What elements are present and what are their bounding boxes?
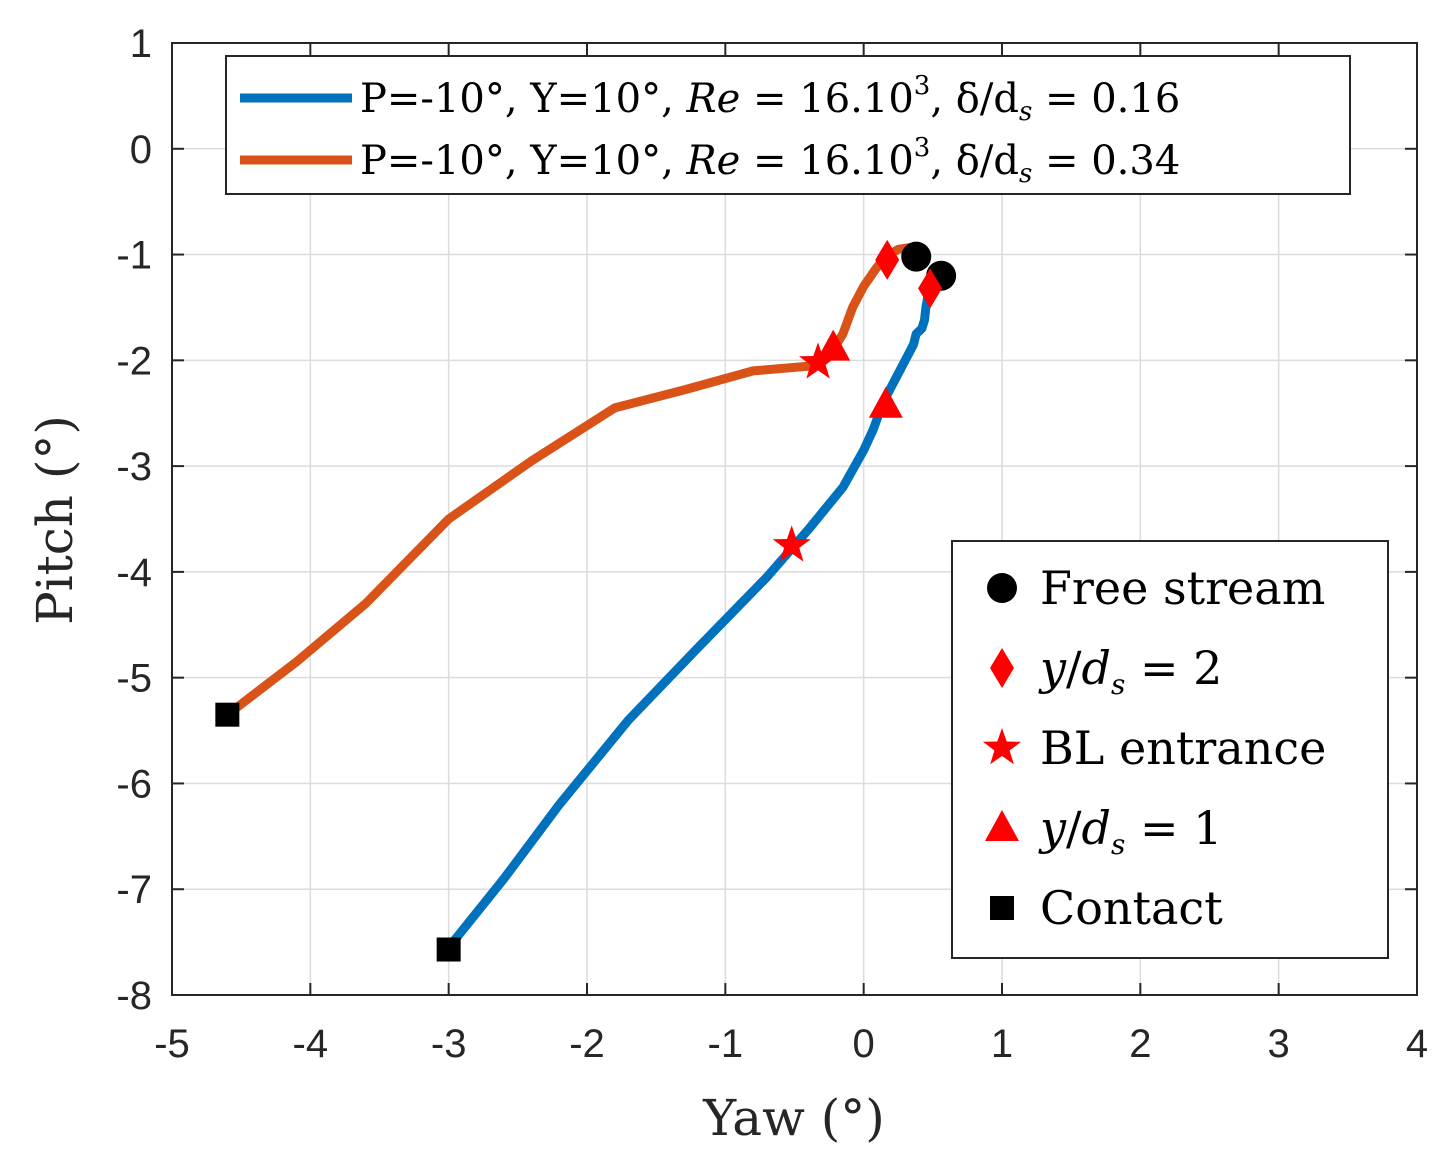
series-legend-box (225, 55, 1351, 195)
legend-text: , δ/d (930, 138, 1019, 184)
marker-legend-label: Free stream (1040, 561, 1325, 615)
marker-diamond (875, 239, 900, 280)
x-tick-label: 2 (1129, 1022, 1151, 1066)
x-tick-label: -4 (293, 1022, 329, 1066)
legend-text-italic: Re (686, 138, 741, 184)
marker-square (436, 937, 461, 962)
marker-legend-symbol-circle (987, 573, 1017, 603)
legend-superscript: 3 (914, 71, 931, 101)
legend-text: , δ/d (930, 76, 1019, 122)
x-tick-label: 0 (853, 1022, 875, 1066)
legend-text: BL entrance (1040, 721, 1326, 775)
plot-frame (171, 42, 1418, 996)
legend-text: P=-10°, Y=10°, (360, 76, 687, 122)
y-tick-label: -6 (116, 762, 152, 806)
marker-legend-label: BL entrance (1040, 721, 1326, 775)
y-tick-label: -7 (116, 868, 152, 912)
y-tick-label: -1 (116, 234, 152, 278)
legend-subscript: s (1111, 828, 1125, 861)
legend-text: = 0.16 (1032, 76, 1180, 122)
y-tick-label: -8 (116, 974, 152, 1018)
x-tick-label: -5 (154, 1022, 190, 1066)
legend-text: / (1066, 801, 1082, 855)
x-tick-label: 4 (1406, 1022, 1428, 1066)
x-tick-label: 3 (1268, 1022, 1290, 1066)
x-tick-label: -3 (431, 1022, 467, 1066)
series-legend-label-1: P=-10°, Y=10°, Re = 16.103, δ/ds = 0.16 (360, 71, 1180, 127)
tick-labels: -5 -4 -3 -2 -1 0 1 2 3 4 -8 -7 -6 -5 -4 -3 -2 -1 0 1 (116, 22, 1428, 1066)
marker-legend-symbol-diamond (990, 648, 1014, 688)
legend-text-italic: d (1082, 641, 1111, 695)
legend-text: = 16.10 (740, 76, 913, 122)
y-tick-label: 1 (130, 22, 152, 66)
x-axis-label: Yaw (°) (702, 1089, 885, 1147)
legend-text: P=-10°, Y=10°, (360, 138, 687, 184)
data-markers (215, 239, 957, 962)
marker-diamond (918, 268, 943, 309)
y-tick-label: -5 (116, 657, 152, 701)
y-tick-label: -4 (116, 551, 152, 595)
legend-text: Contact (1040, 881, 1223, 935)
series-legend-label-2: P=-10°, Y=10°, Re = 16.103, δ/ds = 0.34 (360, 133, 1180, 189)
x-tick-label: -2 (569, 1022, 605, 1066)
legend-text: = 0.34 (1032, 138, 1180, 184)
legend-text-italic: d (1082, 801, 1111, 855)
legend-superscript: 3 (914, 133, 931, 163)
legend-text-italic: Re (686, 76, 741, 122)
legend-text: = 16.10 (740, 138, 913, 184)
legend-text: Free stream (1040, 561, 1325, 615)
marker-square (215, 702, 240, 727)
x-tick-label: -1 (708, 1022, 744, 1066)
y-axis-label: Pitch (°) (26, 415, 84, 625)
legend-subscript: s (1019, 97, 1032, 127)
legend-text: / (1066, 641, 1082, 695)
marker-legend-label: y/ds = 1 (1038, 801, 1222, 861)
legend-subscript: s (1019, 159, 1032, 189)
marker-legend-box (951, 540, 1389, 959)
y-tick-label: -2 (116, 339, 152, 383)
y-tick-label: 0 (130, 128, 152, 172)
marker-legend-symbol-square (990, 896, 1014, 920)
marker-legend-symbol-star (983, 728, 1021, 765)
marker-legend-label: y/ds = 2 (1038, 641, 1222, 701)
legend-text: = 1 (1125, 801, 1222, 855)
marker-circle (901, 241, 932, 272)
marker-triangle (868, 386, 903, 418)
legend-text: = 2 (1125, 641, 1222, 695)
axes (171, 42, 1418, 996)
series-legend: P=-10°, Y=10°, Re = 16.103, δ/ds = 0.16P… (225, 55, 1351, 195)
marker-star (772, 525, 811, 562)
legend-text-italic: y (1038, 801, 1067, 855)
marker-triangle (816, 329, 851, 361)
marker-legend-symbol-triangle (985, 810, 1019, 841)
y-tick-label: -3 (116, 445, 152, 489)
marker-legend-label: Contact (1040, 881, 1223, 935)
x-tick-label: 1 (991, 1022, 1013, 1066)
legend-text-italic: y (1038, 641, 1067, 695)
legend-subscript: s (1111, 668, 1125, 701)
